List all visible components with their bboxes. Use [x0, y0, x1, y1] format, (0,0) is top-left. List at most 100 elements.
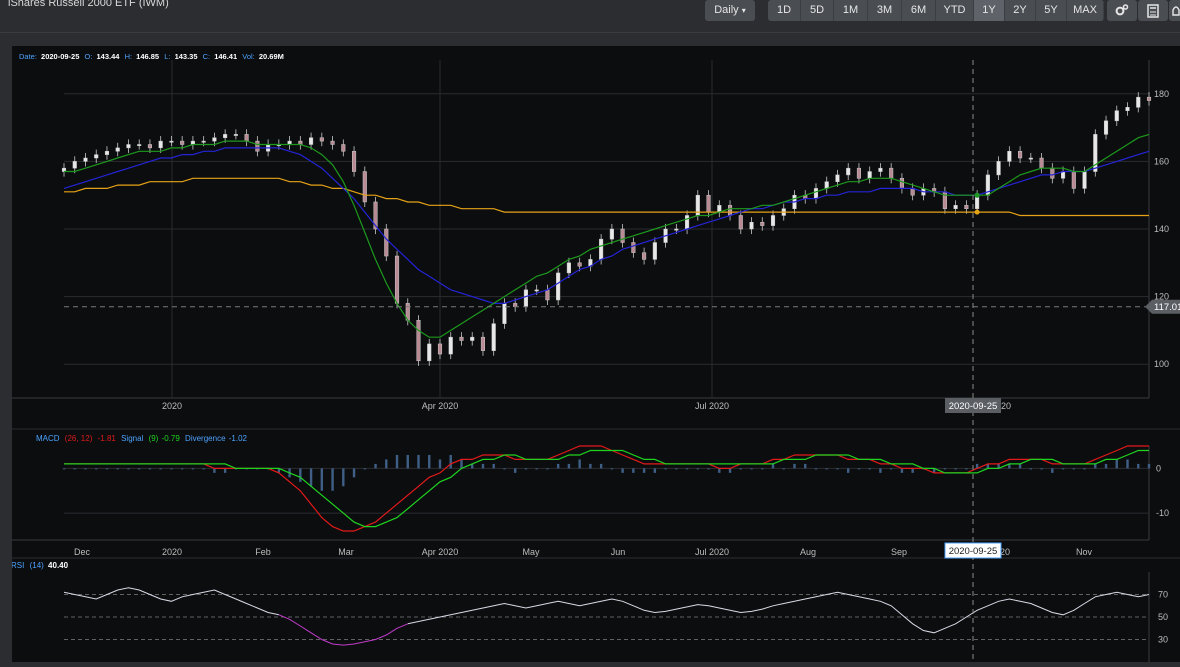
macd-divergence-bar [342, 468, 345, 487]
macd-divergence-bar [95, 468, 98, 470]
signal-label: Signal [121, 434, 143, 443]
moving-average-slow-line [64, 177, 1149, 217]
crosshair-date-tag-macd [944, 542, 1002, 559]
macd-divergence-bar [331, 468, 334, 491]
macd-divergence-bar [943, 468, 947, 470]
macd-divergence-bar [632, 468, 635, 473]
macd-divergence-bar [223, 468, 227, 473]
signal-params: (9) [149, 434, 159, 443]
candle-body [599, 238, 604, 260]
range-button-1d[interactable]: 1D [768, 0, 801, 21]
range-button-6m[interactable]: 6M [902, 0, 936, 21]
candle-body [126, 144, 131, 149]
macd-divergence-bar [503, 468, 506, 470]
macd-divergence-bar [546, 468, 549, 470]
candle-body [480, 336, 486, 351]
signal-line [64, 449, 1149, 528]
range-button-3m[interactable]: 3M [868, 0, 902, 21]
rsi-line [407, 591, 1150, 634]
macd-divergence-bar [718, 468, 721, 473]
macd-divergence-bar [513, 468, 517, 473]
candle-body [351, 151, 357, 172]
macd-divergence-bar [1040, 468, 1043, 470]
price-y-tick: 160 [1154, 156, 1169, 166]
macd-divergence-bar [997, 463, 1000, 469]
macd-divergence-bar [395, 454, 399, 469]
moving-average-mid-line [63, 147, 1150, 304]
crosshair-price-label: 117.01 [1154, 302, 1180, 313]
divergence-label: Divergence [185, 434, 226, 443]
range-button-5d[interactable]: 5D [801, 0, 834, 21]
macd-divergence-bar [1094, 463, 1097, 469]
macd-divergence-bar [975, 463, 979, 469]
toolbar: iShares Russell 2000 ETF (IWM) Daily ▾ 1… [0, 0, 1180, 33]
macd-divergence-bar [524, 468, 528, 470]
candle-body [1093, 134, 1098, 172]
chart-title: iShares Russell 2000 ETF (IWM) [8, 0, 169, 9]
macd-legend: MACD (26, 12) -1.81 Signal (9) -0.79 Div… [36, 434, 248, 443]
interval-dropdown[interactable]: Daily ▾ [705, 0, 755, 21]
macd-divergence-bar [320, 468, 324, 491]
crosshair-price-tag [1145, 299, 1180, 314]
candle-body [996, 161, 1001, 176]
crosshair-date-label-price: 2020-09-25 [949, 401, 998, 412]
gears-icon [1115, 4, 1129, 16]
macd-divergence-bar [1029, 468, 1033, 470]
divergence-value: -1.02 [229, 434, 248, 443]
macd-divergence-bar [653, 468, 657, 473]
price-x-tick: Apr 2020 [422, 401, 459, 411]
macd-divergence-bar [116, 468, 119, 470]
open-value: 143.44 [97, 52, 121, 61]
signal-value: -0.79 [162, 434, 181, 443]
macd-x-tick: Nov [1076, 547, 1093, 557]
macd-divergence-bar [1051, 468, 1054, 473]
macd-divergence-bar [299, 468, 302, 482]
range-button-max[interactable]: MAX [1067, 0, 1104, 21]
range-button-ytd[interactable]: YTD [936, 0, 974, 21]
macd-divergence-bar [825, 468, 828, 470]
candle-body [158, 140, 163, 149]
candle-body [706, 194, 711, 213]
candle-body [953, 205, 958, 209]
candle-body [319, 137, 324, 142]
macd-x-tick: May [522, 547, 540, 557]
candle-body [244, 134, 249, 142]
macd-x-tick: Aug [800, 547, 816, 557]
range-button-1m[interactable]: 1M [834, 0, 868, 21]
range-button-1y[interactable]: 1Y [974, 0, 1005, 21]
range-button-5y[interactable]: 5Y [1036, 0, 1067, 21]
macd-divergence-bar [62, 468, 66, 470]
calculator-icon[interactable] [1138, 0, 1168, 21]
macd-divergence-bar [438, 459, 442, 469]
candle-body [1103, 120, 1109, 135]
rsi-marks [63, 587, 1150, 646]
low-label: L: [164, 52, 170, 61]
moving-average-fast-line [64, 133, 1150, 338]
rsi-line [63, 587, 280, 616]
macd-divergence-bar [492, 463, 495, 469]
candle-body [1039, 157, 1044, 169]
chart-area[interactable]: 180 160 140 120 100 2020 Apr 2020 Jul 2020 20 11… [11, 46, 1180, 662]
candle-body [470, 336, 475, 341]
rsi-y-tick: 70 [1158, 590, 1168, 600]
macd-divergence-bar [868, 468, 871, 470]
macd-divergence-bar [385, 459, 388, 469]
price-grid: 180 160 140 120 100 2020 Apr 2020 Jul 2020 20 [12, 60, 1169, 411]
macd-divergence-bar [417, 454, 420, 469]
candle-body [652, 242, 657, 260]
macd-x-tick: Jun [611, 547, 626, 557]
candle-body [813, 188, 819, 199]
chart-svg[interactable]: 180 160 140 120 100 2020 Apr 2020 Jul 2020 20 11… [11, 46, 1180, 662]
candle-body [1082, 171, 1087, 189]
settings-icon[interactable] [1107, 0, 1137, 21]
alert-bell-icon[interactable] [1169, 0, 1180, 21]
macd-divergence-bar [589, 463, 592, 469]
candle-body [577, 262, 582, 267]
range-buttons: 1D 5D 1M 3M 6M YTD 1Y 2Y 5Y MAX [768, 0, 1104, 21]
range-button-2y[interactable]: 2Y [1005, 0, 1036, 21]
macd-divergence-bar [900, 468, 904, 473]
macd-divergence-bar [728, 468, 732, 473]
candle-body [910, 188, 915, 196]
macd-divergence-bar [782, 468, 785, 470]
crosshair-marker-slow [974, 209, 980, 215]
